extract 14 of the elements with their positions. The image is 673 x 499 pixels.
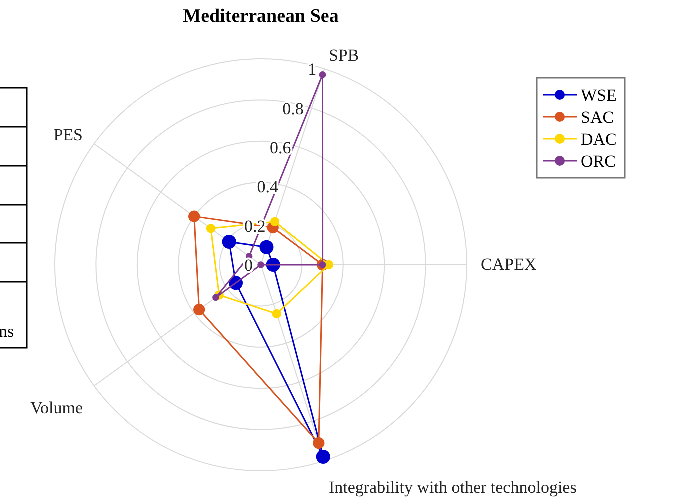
spoke-label: CAPEX [481, 255, 537, 274]
legend-label: SAC [581, 108, 614, 127]
y-tick-label: 0 [244, 256, 253, 275]
chart-title: Mediterranean Sea [183, 6, 340, 27]
legend-label: WSE [581, 86, 617, 105]
legend-label: ORC [581, 152, 616, 171]
y-tick-label: 0.6 [270, 138, 292, 158]
spoke-label: Integrability with other technologies [328, 478, 577, 498]
spoke-label: PES [54, 126, 84, 145]
y-tick-label: 1 [308, 60, 317, 80]
legend-label: DAC [581, 130, 617, 149]
spoke-label: Volume [30, 398, 84, 418]
y-tick-label: 0.8 [282, 99, 304, 118]
spoke-label: SPB [328, 46, 360, 65]
